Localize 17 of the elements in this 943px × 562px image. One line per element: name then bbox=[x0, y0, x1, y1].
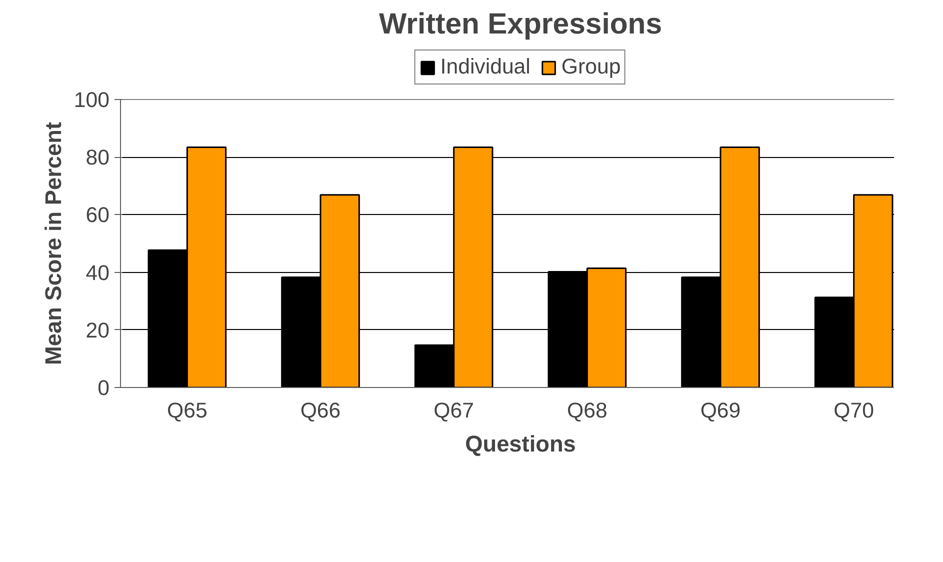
y-tick-label: 40 bbox=[86, 260, 110, 285]
y-tick-label: 20 bbox=[86, 318, 110, 342]
x-tick-label: Q68 bbox=[567, 398, 608, 422]
y-tick-label: 80 bbox=[86, 146, 110, 170]
y-axis-title: Mean Score in Percent bbox=[40, 122, 66, 366]
x-tick-label: Q69 bbox=[700, 398, 741, 422]
y-tick-label: 60 bbox=[86, 203, 110, 228]
chart-title: Written Expressions bbox=[378, 8, 662, 40]
x-tick-label: Q65 bbox=[167, 398, 208, 422]
x-tick-label: Q67 bbox=[434, 398, 474, 422]
legend-label: Individual bbox=[440, 54, 530, 80]
x-axis-title: Questions bbox=[465, 430, 576, 456]
y-tick-label: 100 bbox=[74, 88, 110, 112]
legend-label: Group bbox=[561, 54, 621, 80]
x-tick-label: Q70 bbox=[834, 398, 874, 422]
x-tick-label: Q66 bbox=[300, 398, 341, 422]
y-tick-label: 0 bbox=[98, 376, 110, 400]
